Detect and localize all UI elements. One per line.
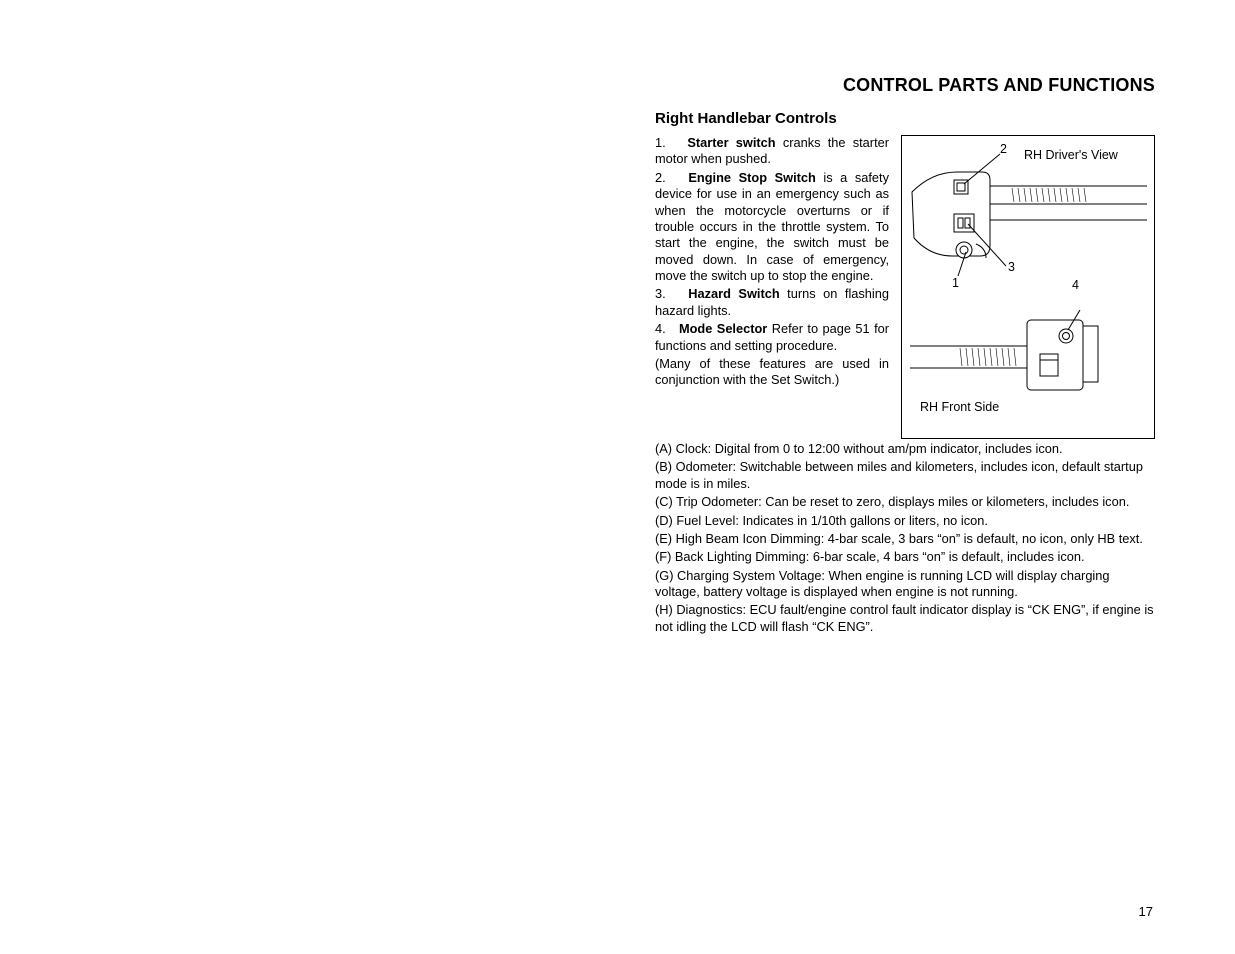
item-text: is a safety device for use in an emergen…	[655, 170, 889, 283]
item-label: Starter switch	[687, 135, 775, 150]
two-column-row: 1. Starter switch cranks the starter mot…	[655, 135, 1155, 439]
numbered-list-column: 1. Starter switch cranks the starter mot…	[655, 135, 889, 439]
callout-4: 4	[1072, 278, 1079, 292]
callout-2: 2	[1000, 142, 1007, 156]
page-header: CONTROL PARTS AND FUNCTIONS	[655, 75, 1155, 96]
callout-3: 3	[1008, 260, 1015, 274]
content-block: CONTROL PARTS AND FUNCTIONS Right Handle…	[655, 75, 1155, 637]
figure-top-label: RH Driver's View	[1024, 148, 1118, 162]
sublist-h: (H) Diagnostics: ECU fault/engine contro…	[655, 602, 1155, 635]
sublist-c: (C) Trip Odometer: Can be reset to zero,…	[655, 494, 1155, 510]
figure-bottom-label: RH Front Side	[920, 400, 999, 414]
item-label: Mode Selector	[679, 321, 767, 336]
section-title: Right Handlebar Controls	[655, 110, 1155, 127]
list-item-2: 2. Engine Stop Switch is a safety device…	[655, 170, 889, 285]
item-number: 2.	[655, 170, 666, 185]
note-text: (Many of these features are used in conj…	[655, 356, 889, 389]
item-label: Engine Stop Switch	[688, 170, 815, 185]
handlebar-bottom-diagram-icon	[902, 306, 1154, 436]
sublist-d: (D) Fuel Level: Indicates in 1/10th gall…	[655, 513, 1155, 529]
list-item-1: 1. Starter switch cranks the starter mot…	[655, 135, 889, 168]
item-label: Hazard Switch	[688, 286, 779, 301]
sublist-f: (F) Back Lighting Dimming: 6-bar scale, …	[655, 549, 1155, 565]
page-number: 17	[1139, 904, 1153, 919]
list-item-4: 4. Mode Selector Refer to page 51 for fu…	[655, 321, 889, 354]
item-number: 1.	[655, 135, 666, 150]
lettered-sublist: (A) Clock: Digital from 0 to 12:00 witho…	[655, 441, 1155, 635]
page: CONTROL PARTS AND FUNCTIONS Right Handle…	[0, 0, 1235, 954]
sublist-a: (A) Clock: Digital from 0 to 12:00 witho…	[655, 441, 1155, 457]
sublist-e: (E) High Beam Icon Dimming: 4-bar scale,…	[655, 531, 1155, 547]
callout-1: 1	[952, 276, 959, 290]
item-number: 4.	[655, 321, 666, 336]
sublist-b: (B) Odometer: Switchable between miles a…	[655, 459, 1155, 492]
list-item-3: 3. Hazard Switch turns on flashing hazar…	[655, 286, 889, 319]
figure-column: 2 RH Driver's View 3 1 4	[901, 135, 1155, 439]
figure-box: 2 RH Driver's View 3 1 4	[901, 135, 1155, 439]
sublist-g: (G) Charging System Voltage: When engine…	[655, 568, 1155, 601]
item-number: 3.	[655, 286, 666, 301]
